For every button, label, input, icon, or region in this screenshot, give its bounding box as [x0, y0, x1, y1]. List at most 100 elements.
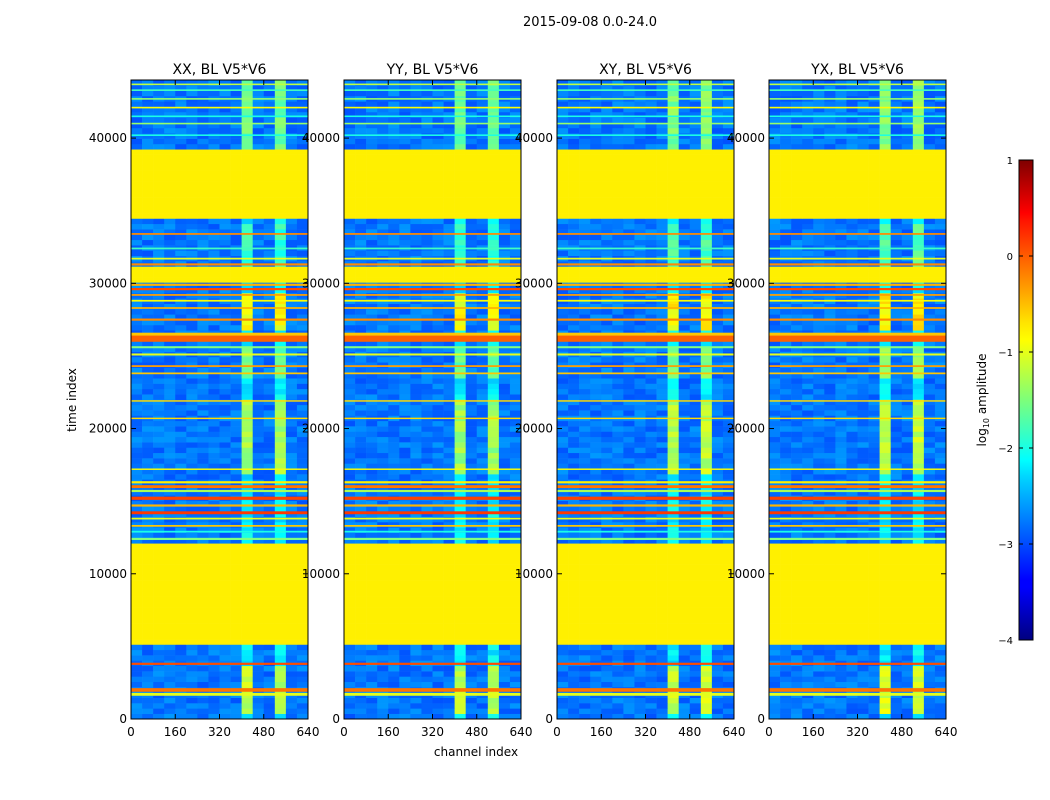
heatmap-cell	[263, 548, 276, 555]
heatmap-cell	[219, 537, 231, 544]
heatmap-cell	[476, 655, 489, 661]
heatmap-cell	[678, 506, 691, 512]
heatmap-cell	[509, 559, 522, 565]
heatmap-cell	[689, 383, 702, 390]
heatmap-cell	[377, 676, 389, 683]
heatmap-cell	[164, 569, 176, 576]
heatmap-cell	[164, 548, 176, 555]
heatmap-cell	[432, 697, 444, 704]
heatmap-cell	[498, 239, 511, 246]
rfi-line	[344, 468, 521, 470]
heatmap-cell	[344, 490, 356, 496]
heatmap-cell	[366, 490, 378, 496]
heatmap-cell	[634, 676, 646, 683]
rfi-line	[344, 353, 521, 356]
heatmap-cell	[142, 356, 154, 363]
heatmap-cell	[678, 463, 691, 470]
heatmap-cell	[421, 431, 433, 438]
heatmap-cell	[355, 697, 367, 704]
heatmap-cell	[355, 410, 367, 416]
heatmap-cell	[285, 585, 298, 592]
heatmap-cell	[377, 404, 389, 411]
heatmap-cell	[274, 537, 287, 544]
heatmap-cell	[241, 308, 253, 315]
heatmap-cell	[285, 681, 298, 688]
heatmap-cell	[285, 655, 298, 661]
heatmap-cell	[388, 213, 400, 219]
heatmap-cell	[388, 452, 400, 459]
heatmap-cell	[285, 356, 298, 363]
heatmap-cell	[142, 308, 154, 315]
heatmap-cell	[241, 585, 253, 592]
heatmap-cell	[388, 617, 400, 624]
heatmap-cell	[711, 548, 724, 555]
heatmap-cell	[645, 431, 657, 438]
heatmap-cell	[399, 569, 411, 576]
heatmap-cell	[421, 175, 433, 182]
heatmap-cell	[274, 383, 287, 390]
heatmap-cell	[355, 490, 367, 496]
heatmap-cell	[601, 548, 613, 555]
heatmap-cell	[142, 559, 154, 565]
heatmap-cell	[557, 500, 569, 507]
heatmap-cell	[689, 452, 702, 459]
heatmap-cell	[557, 703, 569, 709]
heatmap-cell	[344, 697, 356, 704]
heatmap-cell	[623, 601, 635, 608]
heatmap-cell	[186, 601, 198, 608]
heatmap-cell	[241, 420, 253, 427]
heatmap-cell	[454, 426, 466, 432]
heatmap-cell	[153, 708, 165, 714]
heatmap-cell	[388, 612, 400, 619]
heatmap-cell	[601, 420, 613, 427]
heatmap-cell	[263, 266, 276, 272]
heatmap-cell	[487, 213, 500, 219]
heatmap-cell	[612, 420, 624, 427]
heatmap-cell	[399, 713, 411, 720]
heatmap-cell	[678, 713, 691, 720]
heatmap-cell	[197, 80, 209, 86]
heatmap-cell	[377, 106, 389, 113]
heatmap-cell	[465, 202, 478, 209]
heatmap-cell	[421, 191, 433, 198]
heatmap-cell	[296, 553, 309, 560]
heatmap-cell	[509, 250, 522, 257]
heatmap-cell	[454, 234, 466, 241]
heatmap-cell	[197, 623, 209, 629]
heatmap-cell	[252, 308, 265, 315]
heatmap-cell	[711, 607, 724, 613]
y-tick-label: 0	[119, 712, 127, 726]
heatmap-cell	[296, 101, 309, 107]
heatmap-cell	[175, 580, 187, 587]
heatmap-cell	[388, 468, 400, 475]
heatmap-cell	[465, 628, 478, 635]
heatmap-cell	[164, 293, 176, 299]
heatmap-cell	[153, 474, 165, 480]
heatmap-cell	[645, 601, 657, 608]
heatmap-cell	[197, 559, 209, 565]
heatmap-cell	[219, 713, 231, 720]
heatmap-cell	[667, 431, 679, 438]
heatmap-cell	[175, 537, 187, 544]
heatmap-cell	[487, 585, 500, 592]
heatmap-cell	[241, 399, 253, 406]
heatmap-cell	[722, 532, 735, 539]
heatmap-cell	[344, 85, 356, 91]
heatmap-cell	[579, 607, 591, 613]
heatmap-cell	[285, 580, 298, 587]
heatmap-cell	[509, 383, 522, 390]
heatmap-cell	[142, 383, 154, 390]
heatmap-cell	[399, 521, 411, 528]
heatmap-cell	[454, 250, 466, 257]
heatmap-cell	[208, 324, 220, 331]
rfi-line	[344, 517, 521, 520]
heatmap-cell	[197, 383, 209, 390]
heatmap-cell	[263, 442, 276, 448]
heatmap-cell	[131, 516, 143, 523]
heatmap-cell	[208, 516, 220, 523]
heatmap-cell	[219, 138, 231, 145]
heatmap-cell	[711, 703, 724, 709]
heatmap-cell	[711, 463, 724, 470]
heatmap-cell	[186, 575, 198, 581]
heatmap-cell	[689, 490, 702, 496]
